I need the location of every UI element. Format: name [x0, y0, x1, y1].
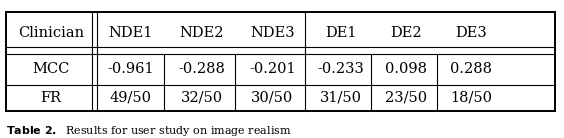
- Text: DE3: DE3: [455, 26, 487, 40]
- Text: MCC: MCC: [32, 63, 69, 76]
- Text: 30/50: 30/50: [252, 91, 293, 105]
- Text: 18/50: 18/50: [450, 91, 492, 105]
- Text: 23/50: 23/50: [385, 91, 427, 105]
- Text: 49/50: 49/50: [109, 91, 152, 105]
- Text: DE2: DE2: [390, 26, 421, 40]
- Text: 32/50: 32/50: [180, 91, 223, 105]
- Text: DE1: DE1: [325, 26, 356, 40]
- Text: 31/50: 31/50: [320, 91, 362, 105]
- Text: FR: FR: [40, 91, 61, 105]
- Text: -0.201: -0.201: [249, 63, 296, 76]
- Text: -0.288: -0.288: [178, 63, 225, 76]
- Text: Clinician: Clinician: [17, 26, 84, 40]
- Text: -0.961: -0.961: [107, 63, 154, 76]
- Text: NDE3: NDE3: [250, 26, 295, 40]
- Text: 0.288: 0.288: [450, 63, 492, 76]
- Text: -0.233: -0.233: [317, 63, 364, 76]
- Text: NDE1: NDE1: [108, 26, 153, 40]
- Text: 0.098: 0.098: [385, 63, 427, 76]
- Text: $\mathbf{Table\ 2.}$  Results for user study on image realism: $\mathbf{Table\ 2.}$ Results for user st…: [6, 124, 292, 138]
- Text: NDE2: NDE2: [179, 26, 224, 40]
